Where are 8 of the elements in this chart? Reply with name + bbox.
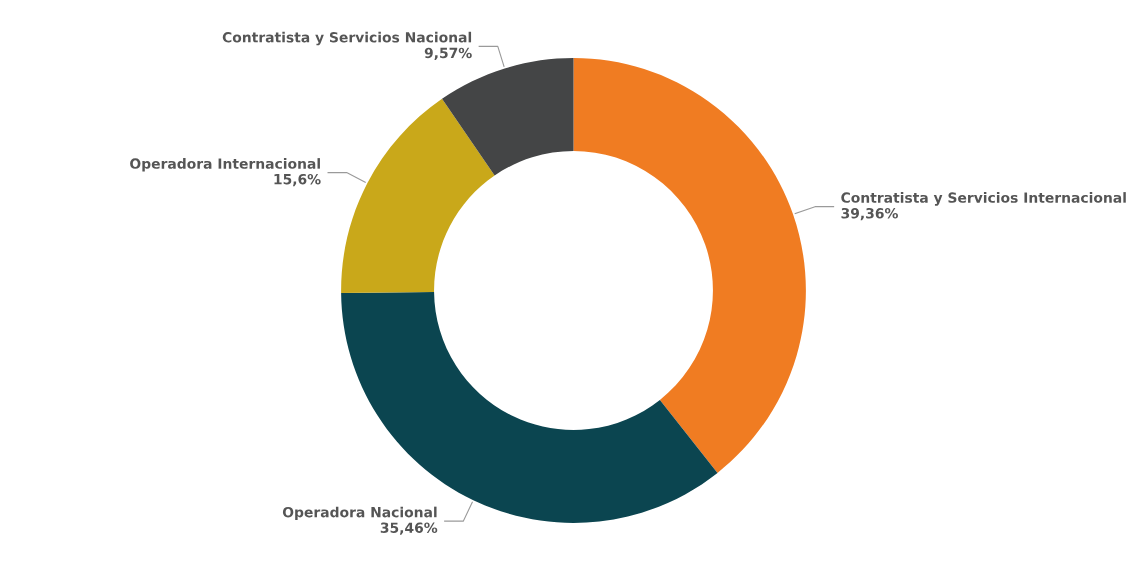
data-label: 35,46% <box>380 522 438 535</box>
slice-label: Operadora Internacional <box>130 158 320 172</box>
data-label: 9,57% <box>424 47 472 60</box>
data-label: 15,6% <box>274 173 321 187</box>
slice-label: Contratista y Servicios Internacional <box>841 192 1126 206</box>
slice-label: Operadora Nacional <box>282 506 437 521</box>
data-label: 39,36% <box>841 208 898 221</box>
slice-label: Contratista y Servicios Nacional <box>222 31 472 46</box>
